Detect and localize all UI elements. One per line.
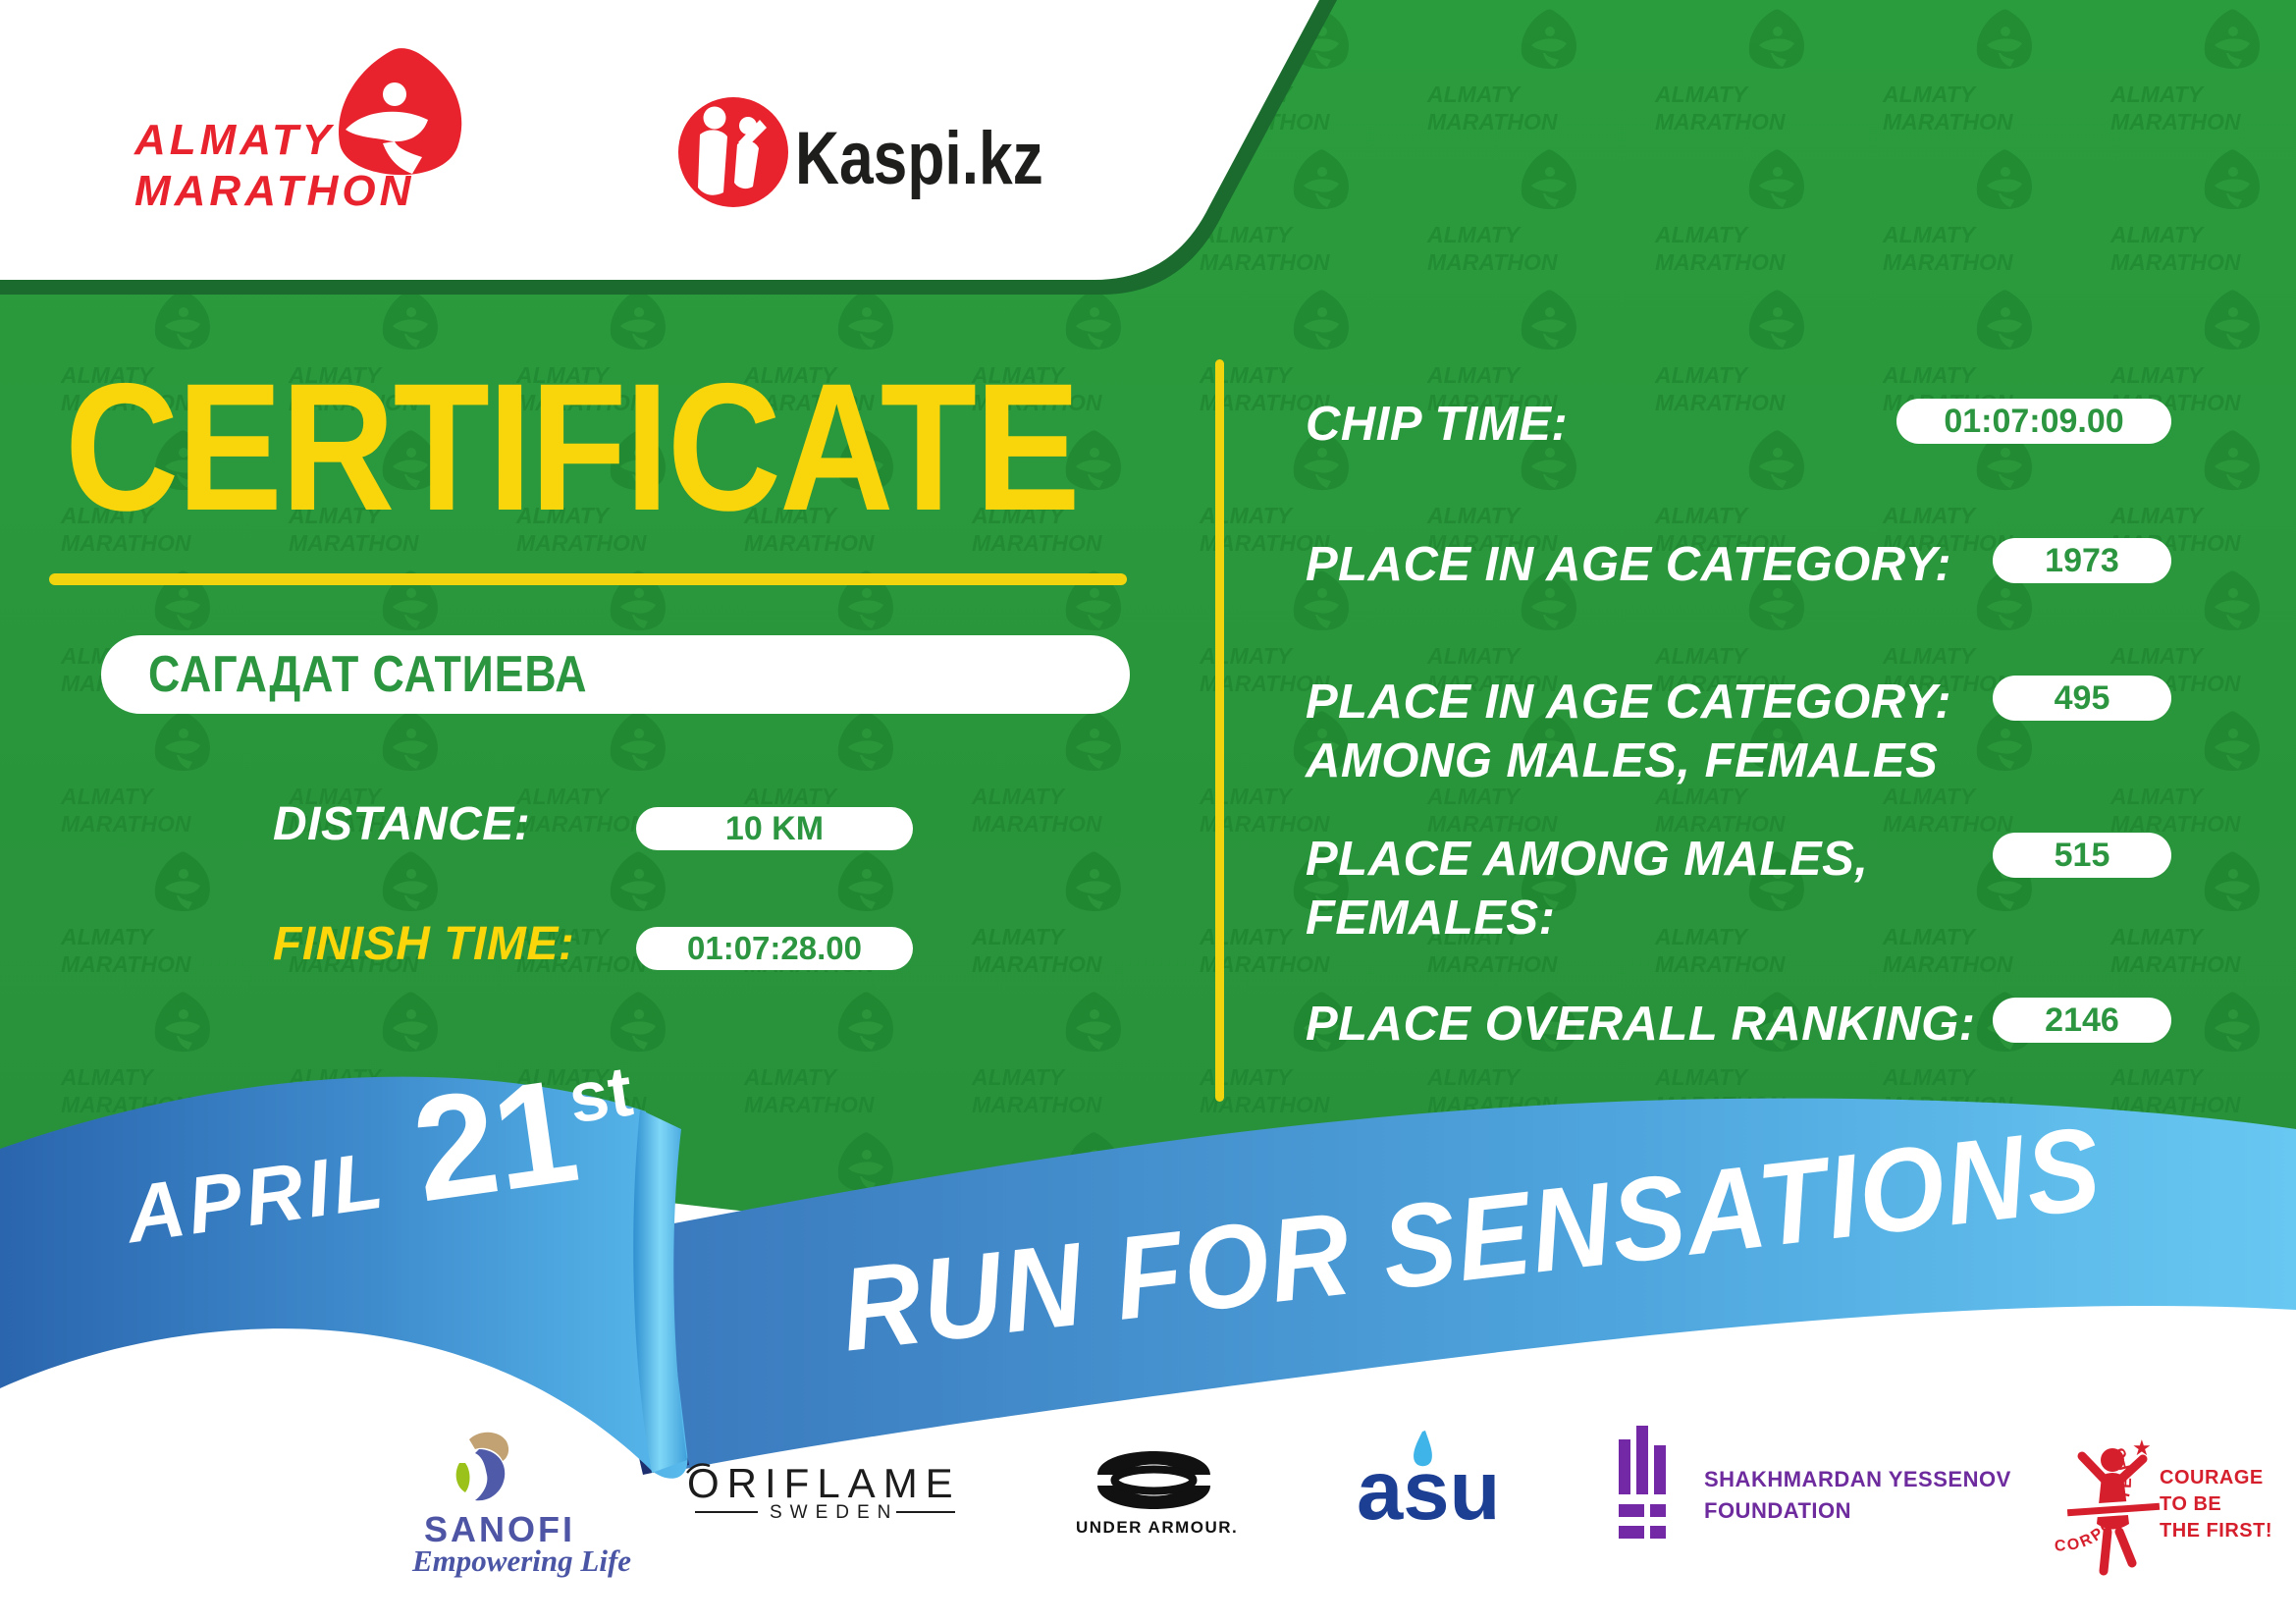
green-field — [0, 0, 2296, 1259]
age-category-gender-label: PLACE IN AGE CATEGORY: AMONG MALES, FEMA… — [1306, 676, 1952, 787]
oriflame-logo-icon — [686, 1463, 955, 1513]
runner-name: САГАДАТ САТИЕВА — [148, 646, 588, 703]
courage-text-line2: TO BE — [2160, 1493, 2222, 1515]
page-title: CERTIFICATE — [65, 347, 1081, 549]
ribbon — [0, 1076, 2296, 1479]
overall-ranking-label: PLACE OVERALL RANKING: — [1306, 998, 1976, 1051]
oriflame-logo-text: ORIFLAME — [687, 1460, 961, 1506]
distance-label: DISTANCE: — [273, 798, 531, 850]
kaspi-logo-text: Kaspi.kz — [795, 117, 1043, 200]
almaty-logo-line1: ALMATY — [134, 116, 336, 164]
under-armour-logo-icon — [1097, 1451, 1210, 1509]
event-day: 21 — [403, 1047, 585, 1233]
chip-time-label: CHIP TIME: — [1306, 398, 1569, 451]
chip-time-value-pill: 01:07:09.00 — [1896, 399, 2171, 444]
sanofi-logo-text: SANOFI — [424, 1509, 576, 1549]
distance-value-pill: 10 KM — [636, 807, 913, 850]
results-divider — [1215, 359, 1224, 1102]
courage-text-line3: THE FIRST! — [2160, 1520, 2272, 1542]
oriflame-sub-text: SWEDEN — [770, 1502, 899, 1523]
header-panel — [0, 0, 1337, 295]
sanofi-tagline: Empowering Life — [412, 1543, 632, 1578]
courage-star-icon: ★ — [2132, 1435, 2152, 1460]
age-category-gender-value-pill: 495 — [1993, 676, 2171, 721]
under-armour-logo-text: UNDER ARMOUR. — [1076, 1518, 1239, 1537]
runner-name-pill: САГАДАТ САТИЕВА — [101, 635, 1130, 714]
almaty-marathon-logo-icon — [339, 48, 462, 176]
event-month: APRIL — [121, 1135, 393, 1261]
age-category-value-pill: 1973 — [1993, 538, 2171, 583]
event-day-suffix: st — [563, 1052, 638, 1139]
finish-time-value-pill: 01:07:28.00 — [636, 927, 913, 970]
yessenov-foundation-line1: SHAKHMARDAN YESSENOV — [1704, 1467, 2011, 1491]
overall-ranking-value-pill: 2146 — [1993, 998, 2171, 1043]
asu-logo-text: asu — [1357, 1444, 1501, 1538]
yessenov-logo-icon — [1619, 1426, 1666, 1539]
courage-text-line1: COURAGE — [2160, 1467, 2264, 1489]
gender-place-label: PLACE AMONG MALES, FEMALES: — [1306, 833, 1869, 945]
finish-time-label: FINISH TIME: — [273, 918, 575, 970]
title-underline — [49, 573, 1127, 585]
yessenov-foundation-line2: FOUNDATION — [1704, 1498, 1852, 1523]
kaspi-logo-icon — [678, 97, 788, 207]
asu-droplet-icon — [1414, 1431, 1432, 1467]
sanofi-logo-icon — [455, 1432, 509, 1501]
gender-place-value-pill: 515 — [1993, 833, 2171, 878]
age-category-label: PLACE IN AGE CATEGORY: — [1306, 538, 1952, 591]
almaty-logo-line2: MARATHON — [134, 167, 415, 215]
